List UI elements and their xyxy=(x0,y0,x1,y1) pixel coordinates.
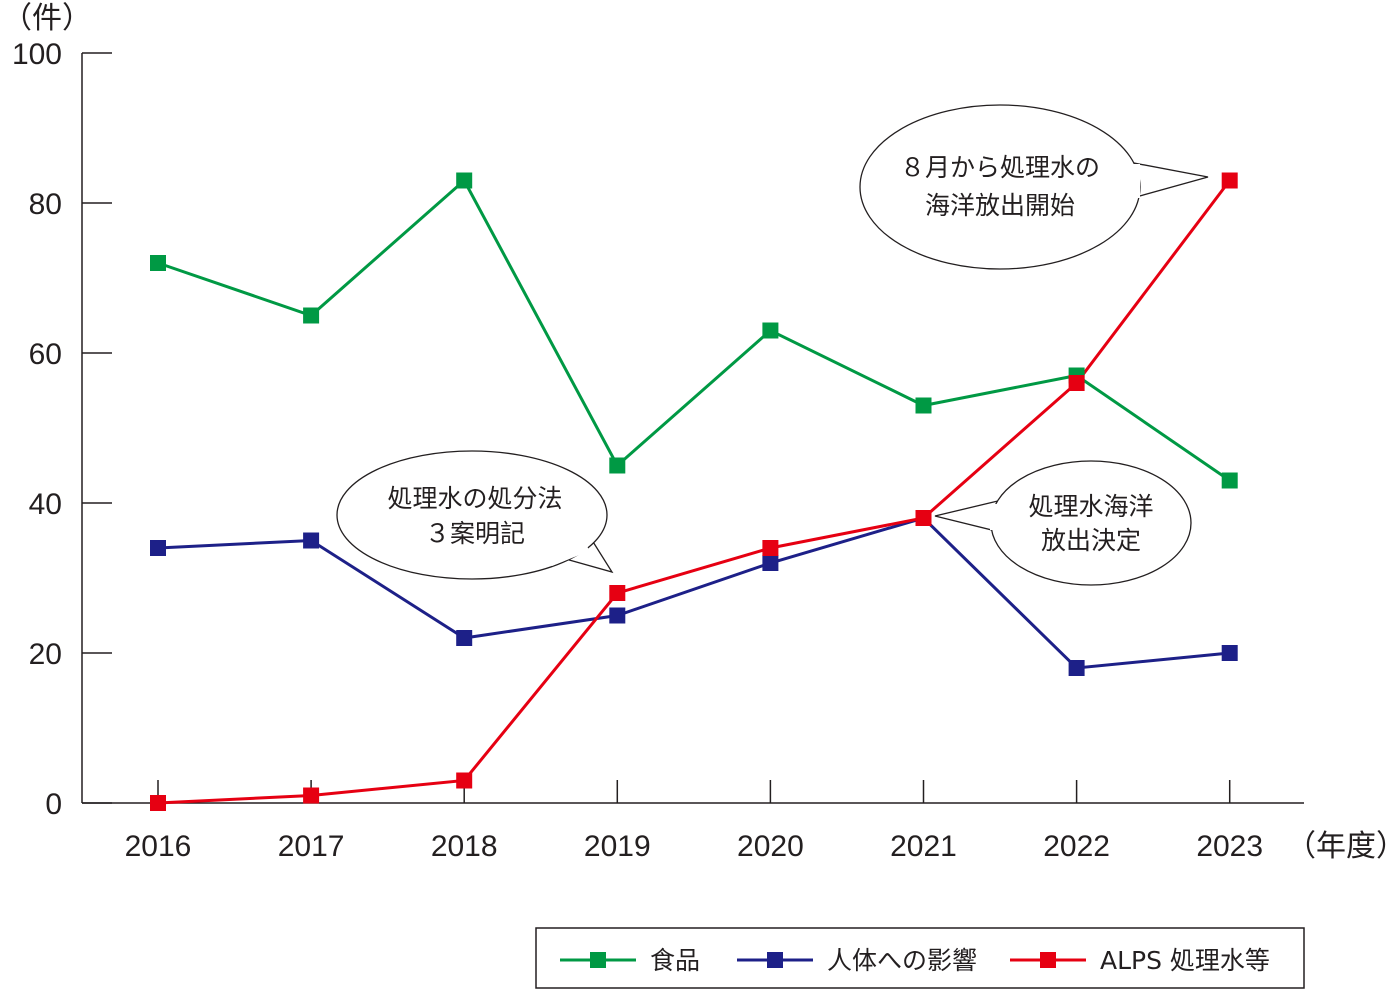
series-point-0-2020 xyxy=(762,322,779,339)
series-point-0-2018 xyxy=(456,172,473,189)
series-point-1-2018 xyxy=(456,630,473,646)
y-tick-label: 100 xyxy=(12,38,62,71)
series-point-2-2022 xyxy=(1068,375,1085,391)
series-point-2-2021 xyxy=(915,510,932,526)
series-point-0-2019 xyxy=(609,457,626,474)
callout-text-2019-line2: ３案明記 xyxy=(425,519,525,548)
y-tick-label: 80 xyxy=(29,188,62,221)
series-point-2-2020 xyxy=(762,540,779,556)
callout-ellipse-2019 xyxy=(336,450,608,580)
y-unit-label: （件） xyxy=(2,2,92,35)
series-point-2-2016 xyxy=(150,795,166,811)
series-point-0-2017 xyxy=(303,307,320,324)
series-line-0 xyxy=(157,178,1231,482)
callout-text-2019-line1: 処理水の処分法 xyxy=(387,484,562,513)
x-tick-label: 2016 xyxy=(125,830,192,863)
y-tick-label: 40 xyxy=(29,488,62,521)
series-line-2 xyxy=(157,179,1231,805)
series-point-2-2017 xyxy=(303,787,320,804)
x-tick-label: 2019 xyxy=(584,830,651,863)
series-point-1-2017 xyxy=(303,532,320,549)
series-point-1-2020 xyxy=(762,555,779,571)
x-unit-label: （年度） xyxy=(1286,830,1392,863)
series-point-1-2016 xyxy=(150,540,166,556)
legend-label-2: ALPS 処理水等 xyxy=(1100,946,1270,975)
x-tick-label: 2018 xyxy=(431,830,498,863)
x-tick-label: 2017 xyxy=(278,830,345,863)
x-tick-label: 2020 xyxy=(737,830,804,863)
x-tick-label: 2023 xyxy=(1196,830,1263,863)
series-point-0-2023 xyxy=(1221,472,1238,489)
series-point-0-2021 xyxy=(915,397,932,414)
series-point-1-2023 xyxy=(1221,645,1238,661)
legend-label-1: 人体への影響 xyxy=(827,946,977,975)
series-point-2-2023 xyxy=(1221,172,1238,189)
series xyxy=(150,172,1238,811)
series-line-1 xyxy=(157,516,1230,670)
legend-box xyxy=(535,927,1305,989)
legend-label-0: 食品 xyxy=(650,946,700,975)
series-point-1-2019 xyxy=(609,607,626,624)
x-tick-label: 2022 xyxy=(1043,830,1110,863)
legend-marker-1 xyxy=(767,952,783,968)
legend-marker-0 xyxy=(590,952,606,968)
callout-text-2023-line1: ８月から処理水の xyxy=(900,153,1100,182)
series-point-1-2022 xyxy=(1068,660,1085,676)
y-ticks: 0 20 40 60 80 100 xyxy=(12,38,112,821)
series-point-0-2016 xyxy=(150,255,166,271)
callout-ellipse-2021 xyxy=(990,460,1192,586)
legend-marker-2 xyxy=(1040,952,1056,968)
series-point-2-2018 xyxy=(456,772,473,789)
y-tick-label: 0 xyxy=(45,788,62,821)
callout-ellipse-2023 xyxy=(859,104,1141,270)
series-point-2-2019 xyxy=(609,585,626,601)
axes: （件） （年度） xyxy=(2,2,1392,863)
legend: 食品 人体への影響 ALPS 処理水等 xyxy=(535,927,1305,989)
x-ticks: 2016 2017 2018 2019 2020 2021 2022 2023 xyxy=(125,780,1263,863)
callout-text-2023-line2: 海洋放出開始 xyxy=(925,191,1075,220)
callout-text-2021-line1: 処理水海洋 xyxy=(1028,492,1153,521)
callouts: 処理水の処分法 ３案明記 処理水海洋 放出決定 ８月から処理水の 海洋放出開始 xyxy=(336,104,1209,586)
callout-text-2021-line2: 放出決定 xyxy=(1041,526,1141,555)
x-tick-label: 2021 xyxy=(890,830,957,863)
y-tick-label: 20 xyxy=(29,638,62,671)
y-tick-label: 60 xyxy=(29,338,62,371)
